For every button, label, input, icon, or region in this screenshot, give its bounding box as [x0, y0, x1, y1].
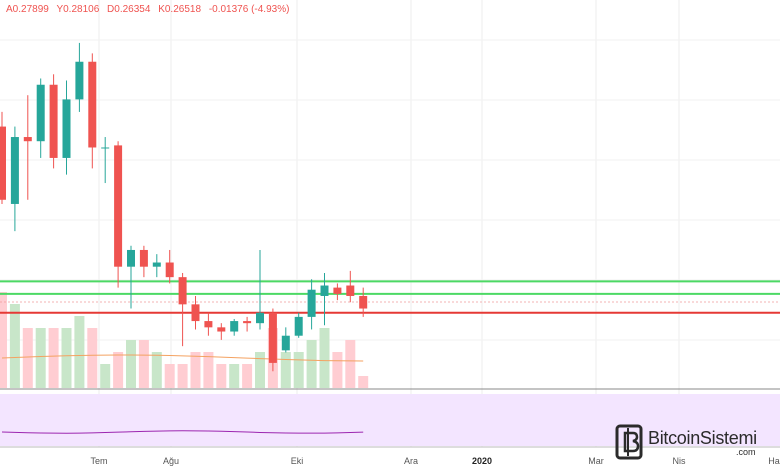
candle-body [256, 312, 264, 324]
volume-bar [280, 352, 291, 388]
bitcoin-icon [615, 424, 643, 460]
x-axis-label-eki: Eki [290, 456, 304, 466]
x-axis-label-ha: Ha [768, 456, 780, 466]
volume-bar [203, 352, 214, 388]
x-axis-label-2020: 2020 [471, 456, 493, 466]
low-value: D0.26354 [107, 4, 151, 15]
chart-grid [0, 0, 780, 447]
x-axis-label-tem: Tem [90, 456, 108, 466]
volume-bar [138, 340, 149, 388]
candle-body [88, 61, 97, 148]
volume-bar [319, 328, 330, 388]
candle-body [178, 277, 187, 305]
candle-body [127, 249, 135, 267]
candle-body [152, 262, 161, 267]
volume-bar [229, 364, 240, 388]
volume-bar [61, 328, 72, 388]
volume-bar [0, 292, 7, 388]
candle-body [320, 285, 329, 296]
volume-bar [345, 340, 356, 388]
watermark-brand: BitcoinSistemi [648, 428, 757, 448]
volume-bar [358, 376, 369, 388]
candle-body [23, 137, 32, 142]
candle-body [294, 316, 303, 336]
candle-body [243, 321, 252, 324]
high-value: Y0.28106 [56, 4, 100, 15]
x-axis-label-nis: Nis [672, 456, 686, 466]
horizontal-levels[interactable] [0, 280, 780, 314]
candle-body [333, 287, 342, 294]
candle-body [62, 99, 71, 158]
volume-bar [100, 364, 111, 388]
volume-bar [255, 352, 265, 388]
volume-bar [164, 364, 175, 388]
x-axis-label-mar: Mar [588, 456, 604, 466]
volume-bar [48, 328, 59, 388]
volume-bar [126, 340, 136, 388]
candle-body [217, 327, 226, 332]
volume-bar [74, 316, 85, 388]
candle-body [307, 289, 316, 317]
candle-body [0, 126, 6, 200]
candle-body [139, 249, 148, 267]
volume-bar [35, 328, 46, 388]
candle-body [346, 285, 355, 296]
candle-body [281, 335, 290, 351]
rsi-line [1, 430, 364, 434]
candle-body [101, 147, 110, 149]
volume-bar [216, 364, 227, 388]
candlesticks [0, 42, 368, 372]
volume-bar [190, 352, 201, 388]
ohlc-readout: A0.27899 Y0.28106 D0.26354 K0.26518 -0.0… [6, 4, 294, 15]
candle-body [230, 321, 239, 332]
volume-bar [242, 364, 253, 388]
volume-bar [9, 304, 20, 388]
candle-body [114, 145, 123, 267]
volume-bar [332, 352, 343, 388]
x-axis-label-ara: Ara [403, 456, 419, 466]
candle-body [10, 137, 19, 204]
x-axis-label-agu: Ağu [162, 456, 180, 466]
candle-body [165, 262, 174, 278]
volume-bar [293, 352, 304, 388]
candle-body [359, 295, 368, 309]
candle-body [75, 61, 84, 100]
close-value: K0.26518 [158, 4, 202, 15]
watermark-sub: .com [736, 447, 756, 457]
candle-body [36, 84, 45, 142]
volume-bar [177, 364, 188, 388]
change-value: -0.01376 (-4.93%) [208, 4, 290, 15]
volume-moving-average [1, 354, 364, 362]
volume-bar [151, 352, 162, 388]
candle-body [204, 321, 213, 328]
volume-bar [87, 328, 98, 388]
volume-bar [22, 328, 33, 388]
open-value: A0.27899 [6, 4, 49, 15]
candle-body [191, 304, 200, 322]
volume-bar [113, 352, 124, 388]
rsi-panel [0, 394, 780, 446]
candle-body [268, 312, 277, 363]
volume-bar [306, 340, 317, 388]
bitcoinsistemi-watermark: BitcoinSistemi .com [614, 423, 774, 461]
candle-body [49, 84, 58, 158]
